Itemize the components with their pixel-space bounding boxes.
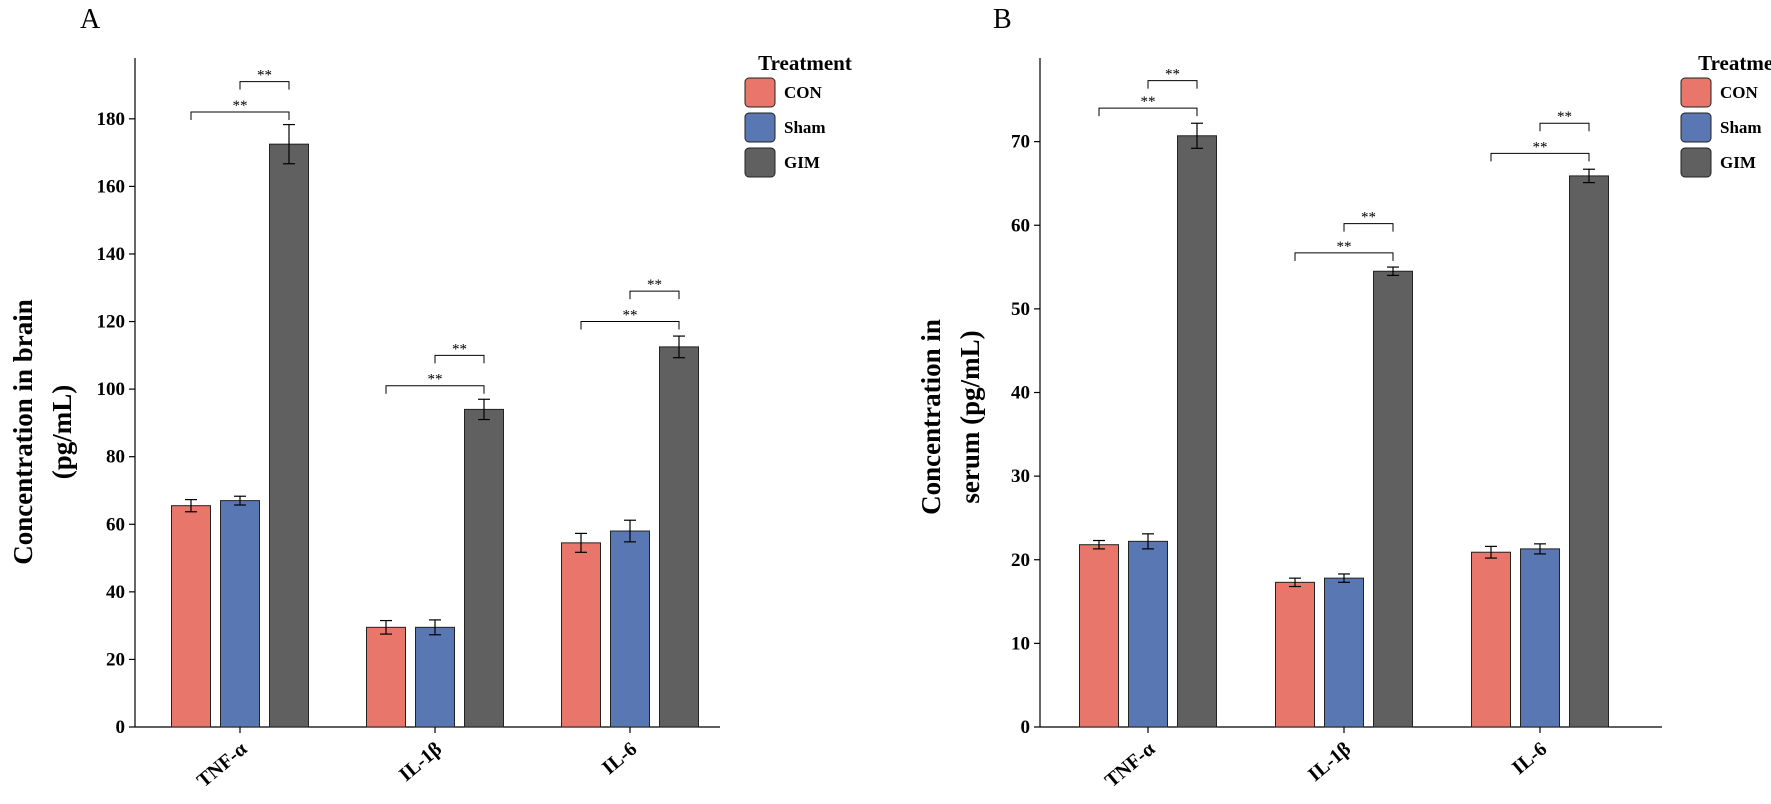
panel-label: A	[80, 4, 101, 35]
legend-label-sham: Sham	[784, 118, 826, 137]
significance-bracket	[434, 354, 485, 364]
significance-label: **	[257, 68, 272, 84]
y-tick-label: 60	[1011, 215, 1030, 236]
significance-label: **	[1165, 67, 1180, 83]
significance-label: **	[233, 98, 248, 114]
significance-label: **	[428, 372, 443, 388]
legend-label-con: CON	[784, 83, 823, 102]
significance-bracket	[1539, 122, 1590, 132]
y-tick-label: 40	[1011, 383, 1030, 404]
significance-label: **	[1337, 239, 1352, 255]
bar-con	[561, 542, 601, 728]
x-tick-label: IL-6	[1508, 738, 1551, 779]
y-axis-title: Concentration in	[916, 319, 946, 515]
bar-gim	[464, 408, 504, 728]
significance-bracket	[1343, 223, 1394, 232]
significance-bracket	[190, 111, 290, 121]
legend-label-gim: GIM	[1720, 153, 1756, 172]
significance-label: **	[647, 277, 662, 293]
bar-con	[1079, 544, 1119, 728]
legend-title: Treatment	[758, 51, 852, 75]
significance-bracket	[1147, 80, 1198, 89]
bar-gim	[1373, 270, 1413, 728]
y-tick-label: 100	[97, 379, 126, 400]
y-tick-label: 10	[1011, 633, 1030, 654]
x-tick-label: TNF-α	[1101, 738, 1159, 792]
y-tick-label: 80	[106, 447, 125, 468]
bar-sham	[415, 626, 455, 728]
bar-gim	[1177, 135, 1217, 728]
significance-label: **	[1141, 94, 1156, 110]
legend-label-sham: Sham	[1720, 118, 1762, 137]
significance-label: **	[1557, 109, 1572, 125]
legend-swatch-con	[1680, 77, 1712, 108]
x-tick-label: IL-6	[598, 738, 641, 779]
bar-sham	[1520, 548, 1560, 728]
y-axis-title: Concentration in brain	[8, 299, 38, 565]
y-tick-label: 20	[1011, 550, 1030, 571]
legend-swatch-con	[744, 77, 776, 108]
legend-swatch-gim	[1680, 147, 1712, 178]
significance-bracket	[1098, 107, 1198, 117]
x-tick-label: IL-1β	[1304, 738, 1355, 786]
legend-label-con: CON	[1720, 83, 1759, 102]
bar-sham	[1128, 540, 1168, 728]
y-tick-label: 120	[97, 312, 126, 333]
significance-label: **	[1361, 210, 1376, 226]
y-tick-label: 30	[1011, 466, 1030, 487]
legend-label-gim: GIM	[784, 153, 820, 172]
significance-bracket	[629, 290, 680, 300]
bar-sham	[610, 530, 650, 728]
y-tick-label: 70	[1011, 132, 1030, 153]
panel-label: B	[993, 4, 1012, 35]
significance-label: **	[623, 308, 638, 324]
legend-title: Treatment	[1698, 51, 1771, 75]
significance-bracket	[385, 385, 485, 394]
significance-bracket	[1490, 152, 1590, 162]
x-tick-label: IL-1β	[395, 738, 446, 786]
bar-sham	[220, 500, 260, 728]
bar-gim	[659, 346, 699, 728]
legend-swatch-sham	[744, 112, 776, 143]
y-tick-label: 20	[106, 649, 125, 670]
y-tick-label: 160	[97, 176, 126, 197]
y-tick-label: 180	[97, 109, 126, 130]
legend-swatch-gim	[744, 147, 776, 178]
y-tick-label: 0	[1021, 717, 1031, 738]
y-tick-label: 60	[106, 514, 125, 535]
significance-bracket	[1294, 252, 1394, 261]
bar-sham	[1324, 577, 1364, 728]
bar-gim	[1569, 175, 1609, 728]
y-tick-label: 50	[1011, 299, 1030, 320]
significance-label: **	[1533, 139, 1548, 155]
y-tick-label: 0	[116, 717, 126, 738]
y-axis-title: (pg/mL)	[47, 385, 77, 480]
y-axis-title: serum (pg/mL)	[955, 330, 985, 503]
bar-con	[366, 626, 406, 728]
legend-swatch-sham	[1680, 112, 1712, 143]
bar-con	[1471, 551, 1511, 728]
panel-b: B 0 10 20 30 40 50 60 70 Concentration in serum (p…	[916, 4, 1771, 792]
panel-a: A 0 20 40 60 80 100 120 140 160 180 Concentration i…	[8, 4, 852, 792]
bar-con	[171, 505, 211, 728]
y-tick-label: 40	[106, 582, 125, 603]
significance-label: **	[452, 341, 467, 357]
x-tick-label: TNF-α	[193, 738, 251, 792]
significance-bracket	[239, 81, 290, 90]
significance-bracket	[580, 321, 680, 330]
bar-gim	[269, 143, 309, 728]
bar-con	[1275, 581, 1315, 728]
y-tick-label: 140	[97, 244, 126, 265]
